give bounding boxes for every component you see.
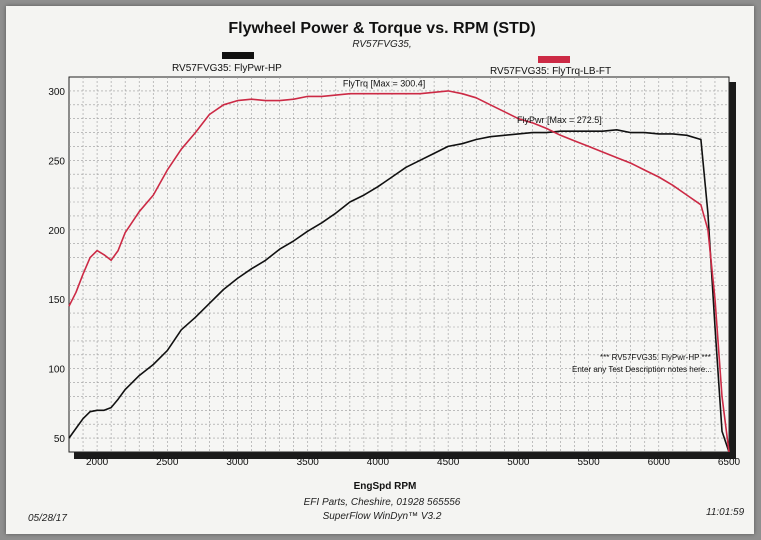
footer-time: 11:01:59: [706, 507, 745, 518]
x-tick-label: 6000: [648, 457, 671, 468]
y-tick-label: 250: [48, 156, 65, 167]
x-tick-label: 5000: [507, 457, 530, 468]
y-tick-label: 150: [48, 295, 65, 306]
legend-label-power: RV57FVG35: FlyPwr-HP: [172, 63, 282, 74]
torque-line: [68, 90, 730, 453]
footer-date: 05/28/17: [28, 513, 67, 524]
legend-swatch-torque: [538, 56, 570, 63]
chart-subtitle: RV57FVG35,: [352, 39, 411, 50]
x-tick-label: 4000: [367, 457, 390, 468]
axis-ticks: 2000 2500 3000 3500 4000 4500 5000 5500 6000 6500…: [48, 87, 740, 468]
x-tick-label: 3000: [226, 457, 249, 468]
x-tick-label: 6500: [718, 457, 741, 468]
torque-max-annotation: FlyTrq [Max = 300.4]: [343, 79, 425, 89]
x-axis-label: EngSpd RPM: [354, 481, 417, 492]
x-tick-label: 5500: [577, 457, 600, 468]
y-tick-label: 50: [54, 434, 66, 445]
x-tick-label: 2500: [156, 457, 179, 468]
note-description: Enter any Test Description notes here...: [572, 365, 712, 374]
x-tick-label: 2000: [86, 457, 109, 468]
y-tick-label: 200: [48, 226, 65, 237]
plot-area: [68, 76, 730, 453]
note-series: *** RV57FVG35: FlyPwr-HP ***: [600, 353, 711, 362]
y-tick-label: 100: [48, 365, 65, 376]
x-tick-label: 3500: [297, 457, 320, 468]
series-lines: [68, 90, 730, 453]
grid: [69, 77, 729, 452]
legend-label-torque: RV57FVG35: FlyTrq-LB-FT: [490, 66, 611, 77]
footer-company: EFI Parts, Cheshire, 01928 565556: [304, 497, 461, 508]
power-max-annotation: FlyPwr [Max = 272.5]: [517, 115, 602, 125]
y-tick-label: 300: [48, 87, 65, 98]
footer-software: SuperFlow WinDyn™ V3.2: [323, 511, 442, 522]
x-tick-label: 4500: [437, 457, 460, 468]
power-line: [68, 129, 730, 453]
chart-title: Flywheel Power & Torque vs. RPM (STD): [228, 20, 535, 37]
legend-swatch-power: [222, 52, 254, 59]
